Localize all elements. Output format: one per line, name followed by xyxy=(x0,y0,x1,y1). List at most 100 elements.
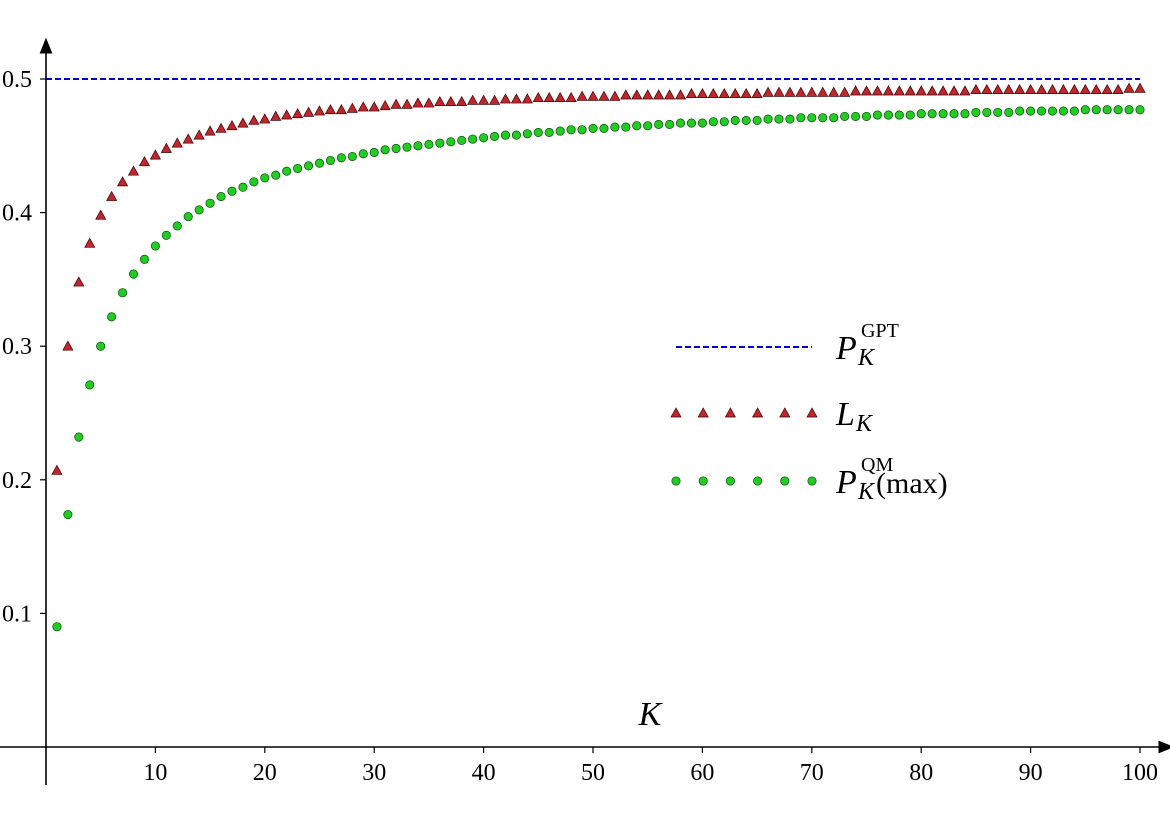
lk-point xyxy=(642,89,654,100)
lk-point xyxy=(860,85,873,96)
legend-circle-swatch xyxy=(698,476,708,486)
pqm-point xyxy=(457,135,467,146)
lk-point xyxy=(915,85,927,96)
lk-point xyxy=(259,113,271,124)
pqm-point xyxy=(927,109,937,119)
lk-point xyxy=(784,86,796,97)
pqm-point xyxy=(665,119,675,129)
pqm-point xyxy=(643,121,653,131)
lk-point xyxy=(292,108,304,119)
lk-point xyxy=(685,87,698,99)
lk-point xyxy=(1046,83,1059,95)
pqm-point xyxy=(1091,105,1101,115)
pqm-point xyxy=(883,110,893,120)
lk-point xyxy=(379,99,391,111)
pqm-point xyxy=(894,110,904,120)
lk-point xyxy=(718,87,730,99)
pqm-point xyxy=(916,109,926,119)
series xyxy=(46,78,1146,632)
pqm-point xyxy=(391,143,401,154)
lk-point xyxy=(401,98,413,109)
lk-point xyxy=(390,98,402,109)
legend-circle-swatch xyxy=(780,476,790,486)
lk-point xyxy=(51,464,63,475)
pqm-point xyxy=(489,131,500,141)
pqm-point xyxy=(654,119,664,129)
pqm-point xyxy=(128,269,139,279)
pqm-point xyxy=(1026,106,1036,116)
pqm-point xyxy=(861,111,872,121)
legend-label-sup: GPT xyxy=(861,320,899,342)
lk-point xyxy=(893,85,905,96)
pqm-point xyxy=(993,107,1003,117)
pqm-point xyxy=(675,118,686,128)
lk-point xyxy=(806,86,818,97)
pqm-point xyxy=(971,107,981,117)
pqm-point xyxy=(796,113,806,123)
lk-point xyxy=(357,101,369,112)
pqm-point xyxy=(511,130,521,140)
lk-point xyxy=(95,209,107,220)
pqm-point xyxy=(533,127,543,137)
legend-label-sub: K xyxy=(855,411,874,437)
pqm-point xyxy=(1135,105,1145,115)
lk-point xyxy=(215,122,227,133)
lk-point xyxy=(171,137,183,148)
pqm-point xyxy=(304,161,314,171)
lk-point xyxy=(1134,82,1146,93)
legend-triangle-swatch xyxy=(670,407,682,418)
pqm-point xyxy=(599,123,609,133)
legend-triangle-swatch xyxy=(806,407,818,418)
lk-point xyxy=(762,86,774,97)
lk-point xyxy=(817,86,829,97)
legend-label-main: L xyxy=(835,396,855,433)
lk-point xyxy=(510,93,523,104)
x-tick-label: 100 xyxy=(1122,760,1158,786)
pqm-point xyxy=(194,205,204,215)
x-tick-label: 50 xyxy=(581,760,605,786)
pqm-point xyxy=(1124,105,1134,115)
pqm-point xyxy=(369,147,379,158)
lk-point xyxy=(456,95,468,107)
legend-label-sub: K xyxy=(857,479,876,505)
legend-circle-swatch xyxy=(753,476,763,486)
lk-point xyxy=(773,86,785,97)
pqm-point xyxy=(479,133,489,143)
lk-point xyxy=(116,176,129,187)
pqm-point xyxy=(161,230,171,240)
pqm-point xyxy=(216,192,226,202)
legend-triangle-swatch xyxy=(752,407,764,418)
pqm-point xyxy=(118,288,128,298)
lk-point xyxy=(751,87,763,99)
pqm-point xyxy=(818,113,828,123)
pqm-point xyxy=(172,221,182,231)
pqm-point xyxy=(522,129,532,139)
lk-point xyxy=(204,125,216,136)
lk-point xyxy=(1079,83,1091,95)
pqm-point xyxy=(500,130,511,140)
lk-point xyxy=(587,90,599,101)
series-1 xyxy=(51,82,1146,475)
y-tick-label: 0.3 xyxy=(2,334,32,360)
pqm-point xyxy=(566,125,576,135)
lk-point xyxy=(663,89,676,100)
pqm-point xyxy=(872,110,882,120)
lk-point xyxy=(478,94,490,105)
pqm-point xyxy=(949,109,959,119)
legend-triangle-swatch xyxy=(697,407,709,418)
lk-point xyxy=(138,156,151,167)
legend-circle-swatch xyxy=(725,476,735,486)
pqm-point xyxy=(741,115,751,125)
lk-point xyxy=(795,86,807,97)
pqm-point xyxy=(719,117,729,127)
legend-label-suffix: (max) xyxy=(876,467,948,500)
pqm-point xyxy=(851,111,861,121)
lk-point xyxy=(302,106,315,117)
pqm-point xyxy=(577,125,587,135)
pqm-point xyxy=(1113,105,1123,115)
lk-point xyxy=(281,109,293,120)
y-tick-label: 0.2 xyxy=(2,468,32,494)
